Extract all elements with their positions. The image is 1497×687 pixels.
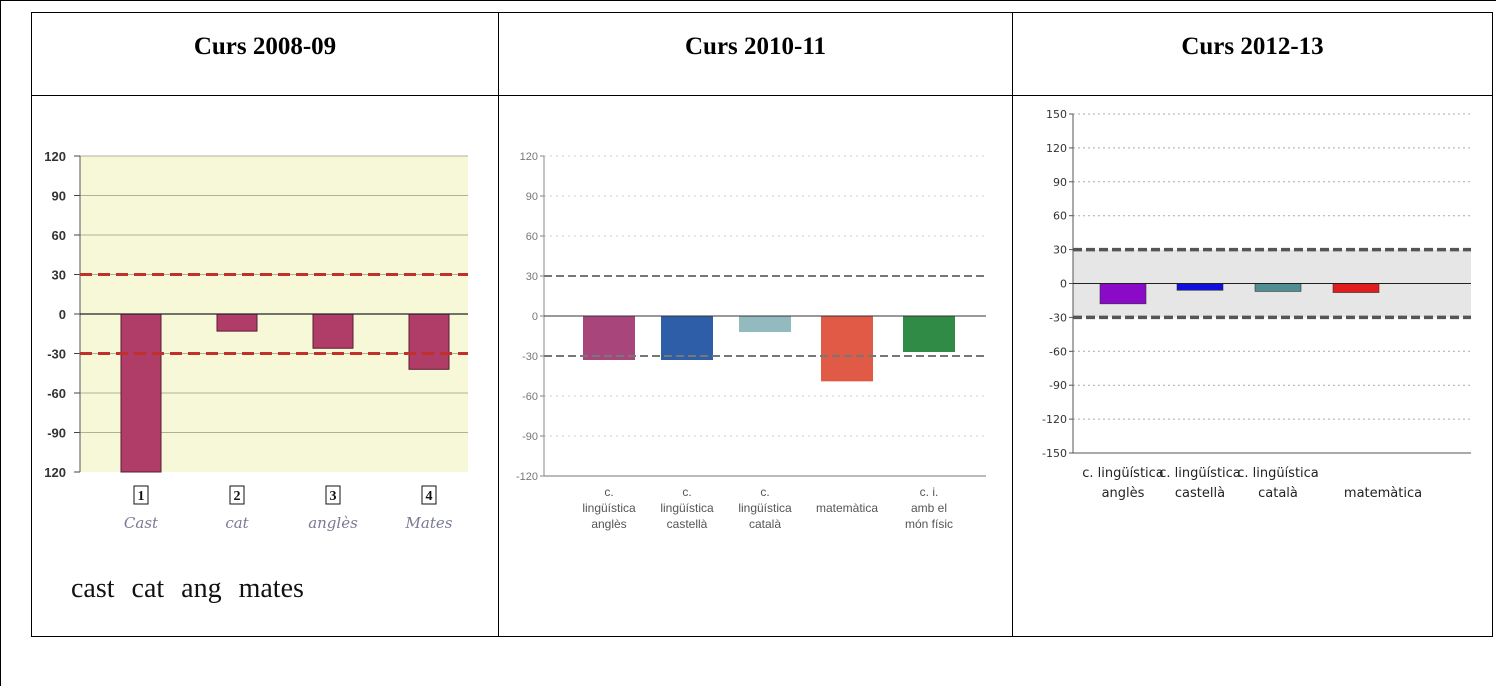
bar-2	[1254, 283, 1302, 292]
category-number-box	[421, 485, 437, 505]
y-tick-label: 0	[1060, 278, 1067, 291]
category-label: c. lingüística castellà	[660, 485, 714, 531]
handwritten-label: Mates	[405, 514, 453, 532]
category-label: c. i. amb el món físic	[905, 485, 953, 531]
category-label-line: català	[1258, 486, 1298, 501]
y-tick-label: 60	[526, 231, 538, 243]
category-label: c. lingüística anglès	[582, 485, 636, 531]
category-label-line: c. lingüística	[1237, 466, 1319, 481]
category-label: matemàtica	[1344, 486, 1422, 501]
y-tick-label: -90	[522, 431, 538, 443]
header-cell-2012: Curs 2012-13	[1012, 12, 1493, 96]
y-tick-label: 90	[526, 191, 538, 203]
y-tick-label: 30	[52, 268, 66, 283]
y-tick-label: 120	[44, 465, 66, 480]
category-label: matemàtica	[816, 501, 878, 515]
category-number: 1	[138, 489, 145, 504]
bar-3	[821, 316, 873, 382]
y-tick-label: -150	[1042, 447, 1067, 460]
category-number: 3	[330, 489, 337, 504]
category-number: 4	[426, 489, 433, 504]
y-tick-label: -30	[1049, 311, 1067, 324]
category-label: c. lingüística anglès	[1082, 466, 1164, 501]
y-tick-label: -30	[522, 351, 538, 363]
chart-2008: 120 90 60 30 0 -30 -60 -90 120 1 Cast 2 cat 3 anglès 4 M…	[44, 149, 468, 532]
bar-0	[583, 316, 635, 360]
header-cell-2008: Curs 2008-09	[31, 12, 499, 96]
chart-cell-2008: 120 90 60 30 0 -30 -60 -90 120 1 Cast 2 cat 3 anglès 4 M…	[31, 95, 499, 637]
bar-4	[408, 313, 450, 370]
category-number: 2	[234, 489, 241, 504]
y-tick-label: -90	[1049, 379, 1067, 392]
panel-title-2008: Curs 2008-09	[193, 33, 337, 60]
y-tick-label: -60	[1049, 345, 1067, 358]
category-label-line: món físic	[905, 517, 953, 531]
header-cell-2010: Curs 2010-11	[498, 12, 1013, 96]
category-number-box	[325, 485, 341, 505]
category-label-line: castellà	[1175, 486, 1225, 501]
y-tick-label: 150	[1046, 108, 1067, 121]
y-tick-label: -60	[47, 386, 66, 401]
category-label-line: anglès	[591, 517, 626, 531]
chart-2010: 120 90 60 30 0 -30 -60 -90 -120 c. lingüística angl…	[516, 151, 986, 531]
bar-0	[1099, 283, 1147, 305]
category-label-line: matemàtica	[816, 501, 878, 515]
typed-category-note: cast cat ang mates	[71, 573, 304, 604]
bar-3	[312, 313, 354, 349]
y-tick-label: 0	[59, 307, 66, 322]
category-label-line: matemàtica	[1344, 486, 1422, 501]
category-label-line: lingüística	[738, 501, 792, 515]
y-tick-label: 90	[1053, 176, 1067, 189]
category-label: c. lingüística castellà	[1159, 466, 1241, 501]
category-label-line: c. lingüística	[1082, 466, 1164, 481]
y-tick-label: 60	[52, 228, 66, 243]
y-tick-label: 60	[1053, 210, 1067, 223]
bar-1	[661, 316, 713, 360]
category-label-line: català	[749, 517, 781, 531]
category-label-line: castellà	[667, 517, 708, 531]
y-tick-label: -30	[47, 347, 66, 362]
y-tick-label: -90	[47, 426, 66, 441]
bar-2	[216, 313, 258, 332]
y-tick-label: 0	[532, 311, 538, 323]
category-label-line: lingüística	[582, 501, 636, 515]
handwritten-label: cat	[225, 514, 249, 532]
y-tick-label: 120	[520, 151, 538, 163]
handwritten-label: anglès	[308, 514, 358, 532]
chart-cell-2010: 120 90 60 30 0 -30 -60 -90 -120 c. lingüística angl…	[498, 95, 1013, 637]
category-label-line: c. lingüística	[1159, 466, 1241, 481]
bar-3	[1332, 283, 1380, 293]
category-label-line: lingüística	[660, 501, 714, 515]
category-number-box	[229, 485, 245, 505]
category-label-line: c.	[604, 485, 613, 499]
category-label-line: anglès	[1102, 486, 1145, 501]
chart-cell-2012: 150 120 90 60 30 0 -30 -60 -90 -120 -150 c. lingüís…	[1012, 95, 1493, 637]
category-label-line: c. i.	[920, 485, 939, 499]
y-tick-label: -120	[1042, 413, 1067, 426]
y-tick-label: 120	[1046, 142, 1067, 155]
bar-4	[903, 316, 955, 352]
category-label-line: c.	[760, 485, 769, 499]
y-tick-label: -60	[522, 391, 538, 403]
category-label: c. lingüística català	[1237, 466, 1319, 501]
handwritten-label: Cast	[124, 514, 159, 532]
category-number-box	[133, 485, 149, 505]
y-tick-label: 30	[526, 271, 538, 283]
panel-title-2010: Curs 2010-11	[685, 33, 826, 60]
bar-2	[739, 316, 791, 332]
charts-table: Curs 2008-09 Curs 2010-11 Curs 2012-13 1…	[31, 12, 1493, 637]
y-tick-label: -120	[516, 471, 538, 483]
bar-1	[1176, 283, 1224, 291]
y-tick-label: 30	[1053, 244, 1067, 257]
y-tick-label: 90	[52, 189, 66, 204]
chart-2012: 150 120 90 60 30 0 -30 -60 -90 -120 -150 c. lingüís…	[1042, 108, 1471, 501]
y-tick-label: 120	[44, 149, 66, 164]
category-label-line: amb el	[911, 501, 947, 515]
panel-title-2012: Curs 2012-13	[1181, 33, 1324, 60]
category-label: c. lingüística català	[738, 485, 792, 531]
category-label-line: c.	[682, 485, 691, 499]
bar-1	[120, 313, 162, 473]
